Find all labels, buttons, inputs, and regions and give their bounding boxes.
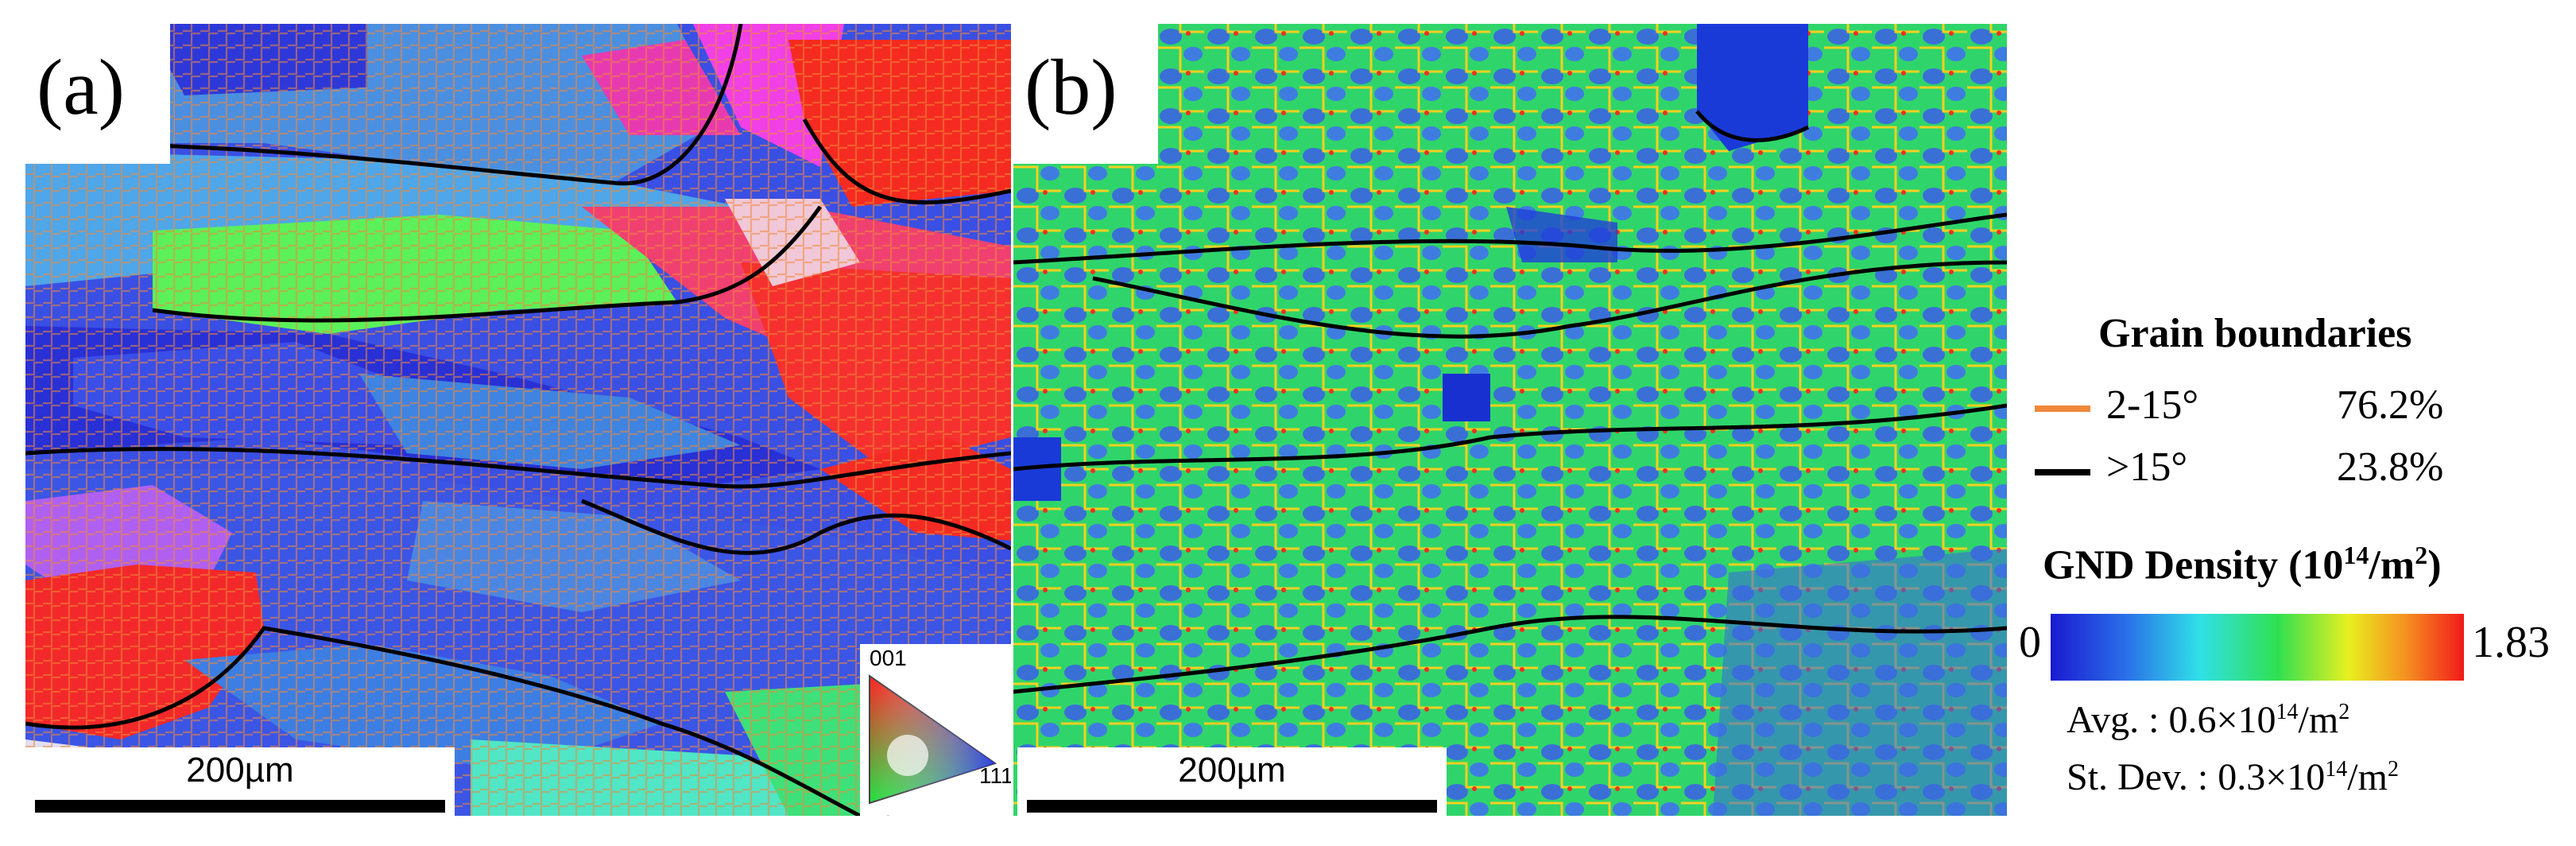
gnd-std-prefix: St. Dev. : 0.3×10 (2067, 756, 2326, 798)
gnd-std-dev: St. Dev. : 0.3×1014/m2 (2067, 755, 2399, 799)
gnd-average-sup2: 2 (2338, 700, 2350, 724)
gnd-average: Avg. : 0.6×1014/m2 (2067, 698, 2349, 742)
gnd-map-panel: (b) (1013, 24, 2007, 816)
ipf-triangle-icon (869, 674, 997, 805)
scalebar-b-line (1027, 800, 1437, 813)
gnd-title-sup2: 2 (2415, 541, 2428, 569)
gnd-title-end: /m (2369, 542, 2415, 588)
colorbar-max-label: 1.83 (2472, 618, 2550, 667)
gnd-title-sup: 14 (2343, 541, 2369, 569)
gnd-colorbar (2051, 614, 2464, 681)
legend-label-high-angle: >15° (2106, 444, 2188, 490)
scalebar-b: 200µm (1017, 747, 1447, 843)
scalebar-a: 200µm (25, 747, 455, 843)
ipf-label-001: 001 (870, 646, 907, 670)
legend-value-high-angle: 23.8% (2337, 444, 2444, 490)
gnd-title: GND Density (1014/m2) (2043, 541, 2442, 588)
panel-b-label: (b) (1013, 24, 1158, 164)
gnd-std-sup2: 2 (2387, 757, 2399, 782)
scalebar-b-text: 200µm (1178, 751, 1286, 790)
gnd-title-main: GND Density (10 (2043, 542, 2344, 588)
ipf-label-111: 111 (979, 763, 1011, 788)
gnd-average-prefix: Avg. : 0.6×10 (2067, 699, 2276, 741)
legend-line-low-angle (2035, 406, 2090, 412)
legend-title: Grain boundaries (2098, 311, 2412, 356)
scalebar-a-text: 200µm (186, 751, 294, 790)
ipf-map-image (25, 24, 1011, 816)
gnd-std-unit: /m (2347, 756, 2388, 798)
panel-b-label-text: (b) (1025, 43, 1118, 131)
ipf-map-panel: (a) 001 101 111 (25, 24, 1011, 816)
colorbar-min-label: 0 (2019, 618, 2041, 667)
ipf-color-key: 001 101 111 (860, 644, 1011, 816)
legend-label-low-angle: 2-15° (2106, 382, 2199, 428)
gnd-average-sup: 14 (2276, 700, 2299, 724)
scalebar-a-line (35, 800, 445, 813)
gnd-std-sup: 14 (2325, 757, 2348, 782)
grain-boundary-legend: Grain boundaries 2-15° 76.2% >15° 23.8% … (2019, 310, 2575, 835)
legend-value-low-angle: 76.2% (2337, 382, 2444, 428)
ipf-label-101: 101 (870, 811, 907, 816)
panel-a-label: (a) (25, 24, 170, 164)
legend-line-high-angle (2035, 469, 2090, 475)
gnd-title-close: ) (2427, 542, 2442, 588)
panel-a-label-text: (a) (37, 43, 125, 131)
gnd-map-image (1013, 24, 2007, 816)
gnd-average-unit: /m (2298, 699, 2339, 741)
